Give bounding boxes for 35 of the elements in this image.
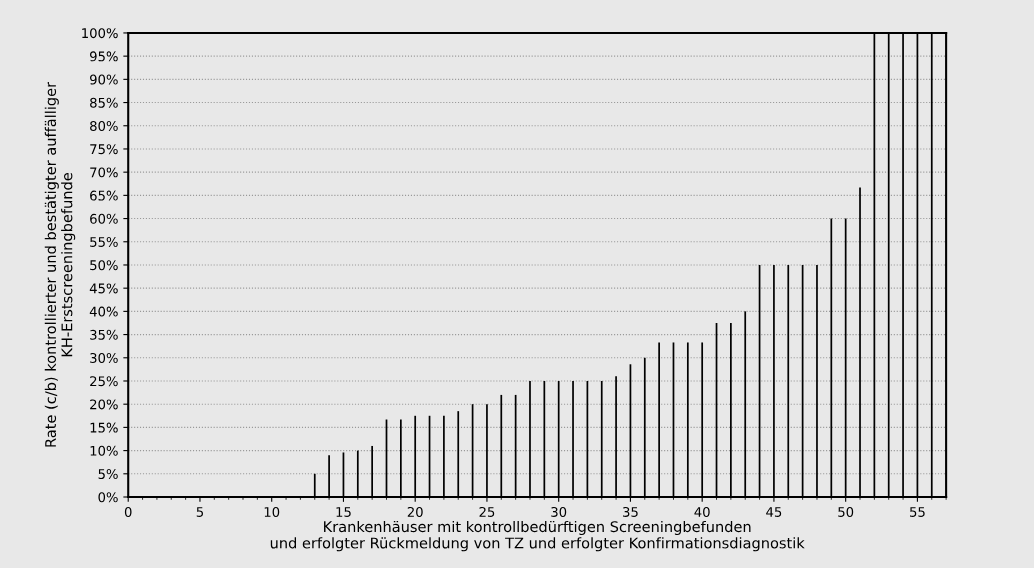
x-tick-label: 25 [479,506,495,517]
x-tick-label: 45 [766,507,782,517]
y-tick-label: 25% [90,376,118,387]
y-tick-label: 30% [90,353,118,363]
y-tick-label: 35% [90,329,118,340]
y-axis-title: Rate (c/b) kontrollierter und bestätigter auffälliger KH-Erstscreeningbefunde [44,81,76,447]
y-tick-label: 45% [89,283,118,294]
x-tick-label: 10 [264,506,280,517]
y-tick-label: 40% [89,306,118,317]
y-tick-label: 20% [90,399,118,410]
y-tick-label: 0% [98,492,118,503]
x-tick-label: 30 [551,506,567,517]
y-tick-label: 80% [90,120,118,131]
x-tick-label: 35 [623,506,638,517]
y-tick-label: 90% [90,74,118,85]
x-tick-label: 15 [336,507,351,517]
y-tick-label: 10% [90,445,118,456]
y-tick-label: 5% [98,469,118,479]
y-tick-label: 55% [90,236,118,247]
y-tick-label: 60% [90,213,118,224]
x-tick-label: 40 [694,506,710,517]
y-tick-label: 95% [90,51,118,62]
y-tick-label: 15% [90,422,118,433]
x-tick-label: 20 [407,506,423,517]
y-tick-label: 85% [90,97,118,108]
y-tick-label: 75% [90,144,118,155]
y-tick-label: 50% [90,260,118,271]
y-tick-label: 70% [90,167,118,178]
x-tick-label: 55 [910,507,925,517]
y-tick-label: 100% [82,28,118,39]
y-tick-label: 65% [90,190,118,201]
x-tick-label: 50 [838,506,854,517]
x-tick-label: 5 [196,507,204,517]
x-axis-title: Krankenhäuser mit kontrollbedürftigen Screeningbefunden und erfolgter Rückmeldung von TZ und erfolgter Konfirmationsdiagnostik [270,520,805,552]
x-tick-label: 0 [124,506,132,517]
